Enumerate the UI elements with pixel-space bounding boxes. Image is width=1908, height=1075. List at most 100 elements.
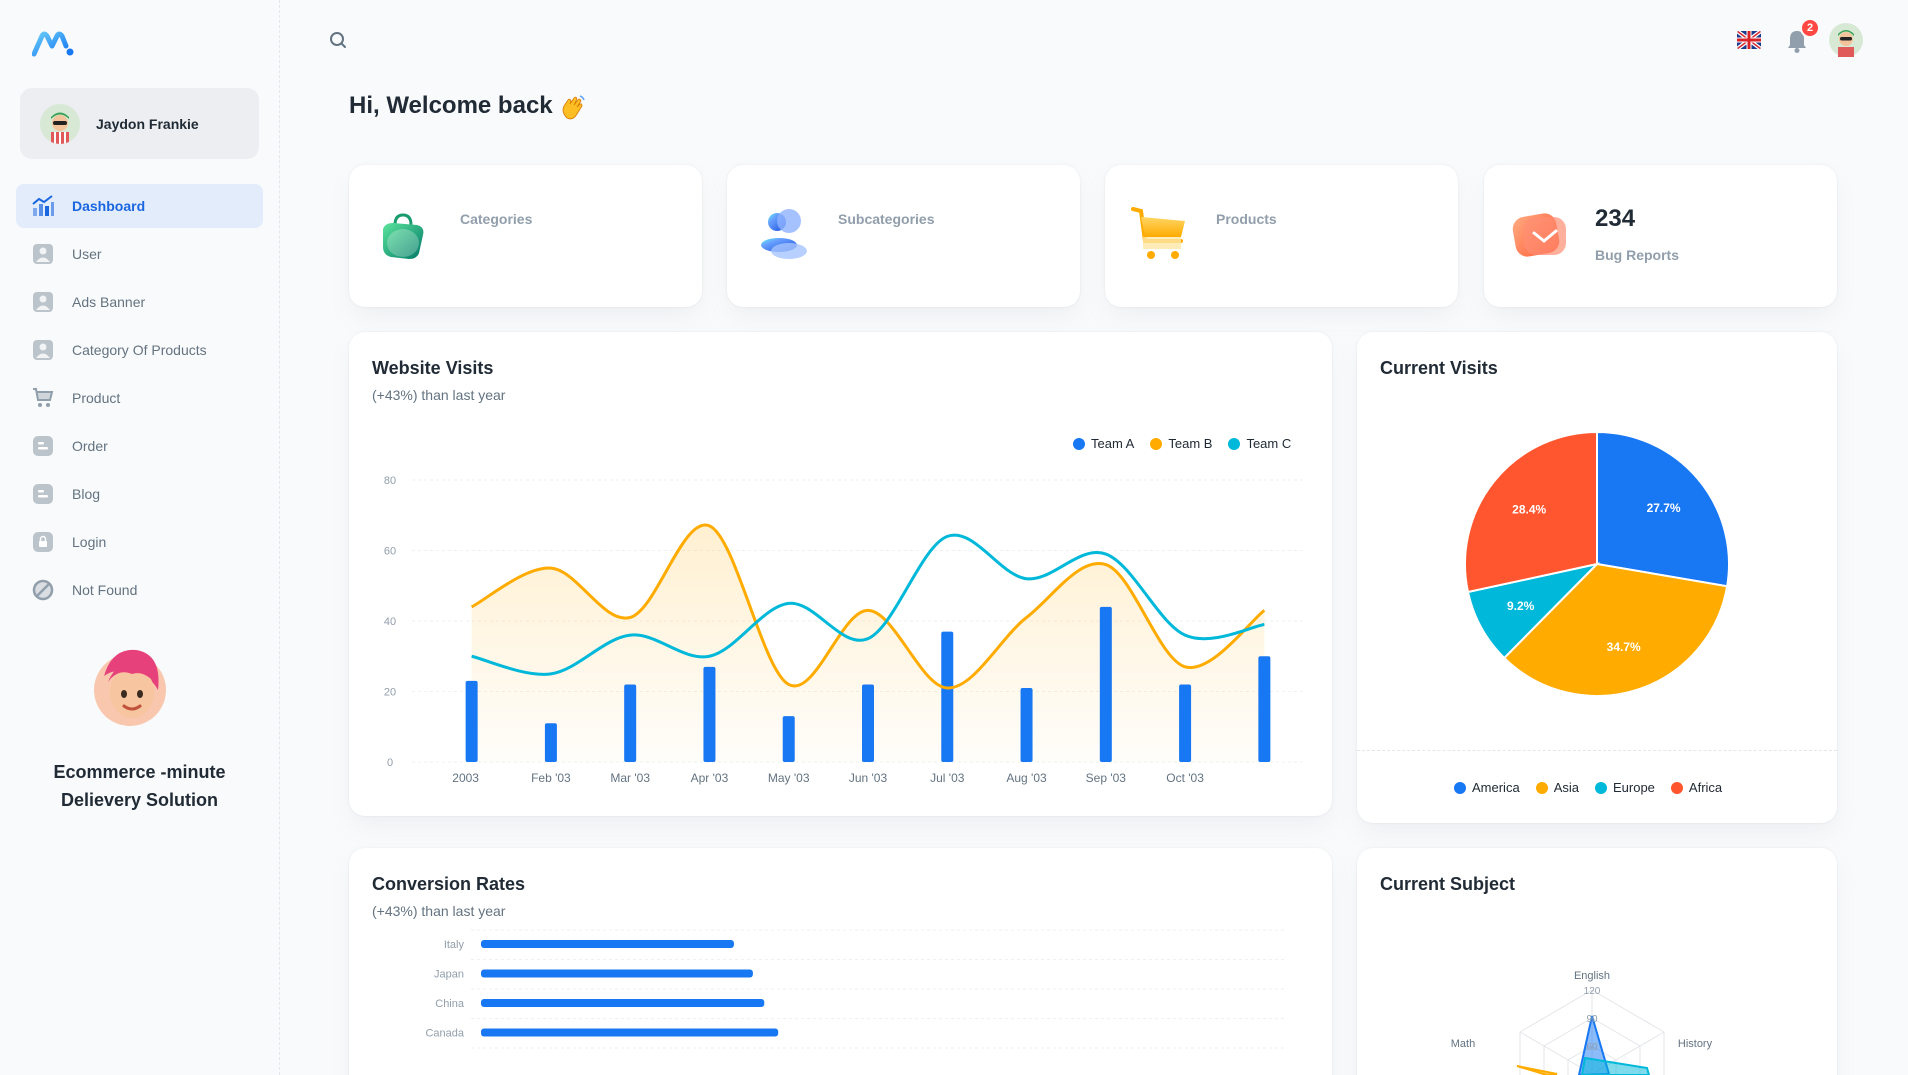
current-visits-pie-chart: 27.7% 34.7% 9.2% 28.4% — [1464, 430, 1730, 697]
promo-line-1: Ecommerce -minute — [53, 762, 226, 782]
sidebar-item-dashboard[interactable]: Dashboard — [16, 184, 263, 228]
legend-label: Asia — [1553, 780, 1579, 795]
sidebar-item-user[interactable]: User — [16, 232, 263, 276]
sidebar: Jaydon Frankie Dashboard User Ads Banner… — [0, 0, 280, 1075]
radar-series-2 — [1580, 1056, 1651, 1075]
account-card[interactable]: Jaydon Frankie — [20, 88, 259, 159]
pie-slice-asia[interactable] — [1502, 562, 1729, 697]
bar-team-a — [1258, 656, 1271, 762]
legend-item-africa[interactable]: Africa — [1670, 780, 1723, 795]
logo-icon[interactable] — [32, 30, 74, 58]
x-tick-label: Apr '03 — [691, 771, 729, 785]
promo-text: Ecommerce -minute Delievery Solution — [20, 758, 259, 814]
promo-line-2: Delievery Solution — [60, 790, 219, 810]
pie-slice-label: 9.2% — [1507, 599, 1535, 613]
legend-dot — [1535, 781, 1548, 794]
sidebar-item-login[interactable]: Login — [16, 520, 263, 564]
legend-label: Europe — [1612, 780, 1655, 795]
sidebar-item-order[interactable]: Order — [16, 424, 263, 468]
search-icon[interactable] — [326, 28, 350, 52]
chart-legend: Team A Team B Team C — [1073, 436, 1291, 451]
legend-dot — [1150, 437, 1163, 450]
avatar — [40, 103, 80, 144]
legend-dot — [1594, 781, 1607, 794]
sidebar-item-label: Blog — [72, 486, 101, 502]
series-team-b-line — [470, 523, 1266, 690]
series-team-b-area — [471, 524, 1265, 762]
sidebar-item-not-found[interactable]: Not Found — [16, 568, 263, 612]
legend-item-america[interactable]: America — [1454, 780, 1520, 795]
x-tick-label: 2003 — [452, 771, 479, 785]
stat-title: Categories — [460, 211, 533, 227]
radar-axis-label-history: History — [1678, 1038, 1713, 1050]
legend-label: America — [1472, 780, 1520, 795]
sidebar-item-label: Login — [72, 534, 107, 550]
legend-item-team-c[interactable]: Team C — [1228, 436, 1291, 451]
y-tick-label: Japan — [434, 969, 464, 981]
message-icon — [1512, 213, 1566, 257]
sidebar-item-label: Not Found — [72, 582, 138, 598]
users-icon — [761, 209, 807, 259]
legend-item-asia[interactable]: Asia — [1535, 780, 1579, 795]
current-subject-radar-chart: English History Math 120 90 60 — [1451, 970, 1713, 1075]
sidebar-item-category-of-products[interactable]: Category Of Products — [16, 328, 263, 372]
sidebar-nav: Dashboard User Ads Banner Category Of Pr… — [16, 184, 263, 616]
stat-card-subcategories: Subcategories — [727, 165, 1080, 307]
promo-avatar-illustration — [94, 649, 166, 726]
sidebar-item-label: Category Of Products — [72, 342, 207, 358]
stat-card-products: Products — [1105, 165, 1458, 307]
chart-legend: America Asia Europe Africa — [1454, 780, 1722, 795]
radar-tick-label: 120 — [1584, 986, 1601, 997]
bar-china — [481, 999, 765, 1007]
legend-dot — [1670, 781, 1683, 794]
x-tick-label: Aug '03 — [1006, 771, 1047, 785]
pie-slice-africa[interactable] — [1464, 430, 1598, 594]
avatar[interactable] — [1829, 23, 1863, 57]
sidebar-item-ads-banner[interactable]: Ads Banner — [16, 280, 263, 324]
sidebar-item-label: Dashboard — [72, 198, 146, 214]
stat-title: Products — [1216, 211, 1277, 227]
sidebar-item-label: Product — [72, 390, 121, 406]
bar-team-a — [1020, 687, 1033, 762]
bar-canada — [481, 1028, 779, 1037]
bar-team-a — [703, 666, 716, 762]
y-tick-label: China — [435, 998, 465, 1010]
bell-icon[interactable] — [1785, 28, 1809, 54]
sidebar-item-label: Ads Banner — [72, 294, 146, 310]
series-team-c-line — [471, 533, 1265, 676]
x-tick-label: Sep '03 — [1086, 771, 1127, 785]
card-title: Current Subject — [1380, 874, 1516, 894]
legend-item-team-b[interactable]: Team B — [1150, 436, 1212, 451]
card-title: Website Visits — [372, 358, 494, 378]
user-icon — [32, 339, 54, 361]
sidebar-item-product[interactable]: Product — [16, 376, 263, 420]
radar-series-3 — [1516, 1065, 1558, 1075]
y-tick-label: 60 — [384, 546, 396, 558]
bar-team-a — [941, 631, 954, 762]
card-title: Conversion Rates — [372, 874, 526, 894]
stat-card-bug-reports: 234 Bug Reports — [1484, 165, 1837, 307]
cart-icon — [32, 387, 54, 409]
legend-label: Team C — [1246, 436, 1292, 451]
legend-item-team-a[interactable]: Team A — [1073, 436, 1134, 451]
shopping-bag-icon — [383, 213, 424, 259]
bar-italy — [481, 940, 734, 948]
legend-label: Africa — [1688, 780, 1723, 795]
bar-japan — [481, 969, 753, 978]
x-tick-label: Oct '03 — [1166, 771, 1204, 785]
bar-team-a — [862, 684, 874, 762]
y-tick-label: 80 — [384, 475, 396, 487]
x-tick-label: Feb '03 — [531, 771, 571, 785]
sidebar-item-label: Order — [72, 438, 108, 454]
legend-item-europe[interactable]: Europe — [1594, 780, 1655, 795]
x-tick-label: May '03 — [768, 771, 810, 785]
radar-tick-label: 60 — [1586, 1042, 1598, 1053]
legend-label: Team A — [1091, 436, 1135, 451]
conversion-rates-card: Conversion Rates (+43%) than last year I… — [349, 848, 1332, 1075]
pie-slice-america[interactable] — [1596, 430, 1730, 588]
card-subtitle: (+43%) than last year — [372, 387, 506, 403]
uk-flag-icon[interactable] — [1737, 31, 1761, 49]
sidebar-item-blog[interactable]: Blog — [16, 472, 263, 516]
bar-team-a — [624, 684, 637, 762]
dashboard-icon — [32, 195, 54, 217]
